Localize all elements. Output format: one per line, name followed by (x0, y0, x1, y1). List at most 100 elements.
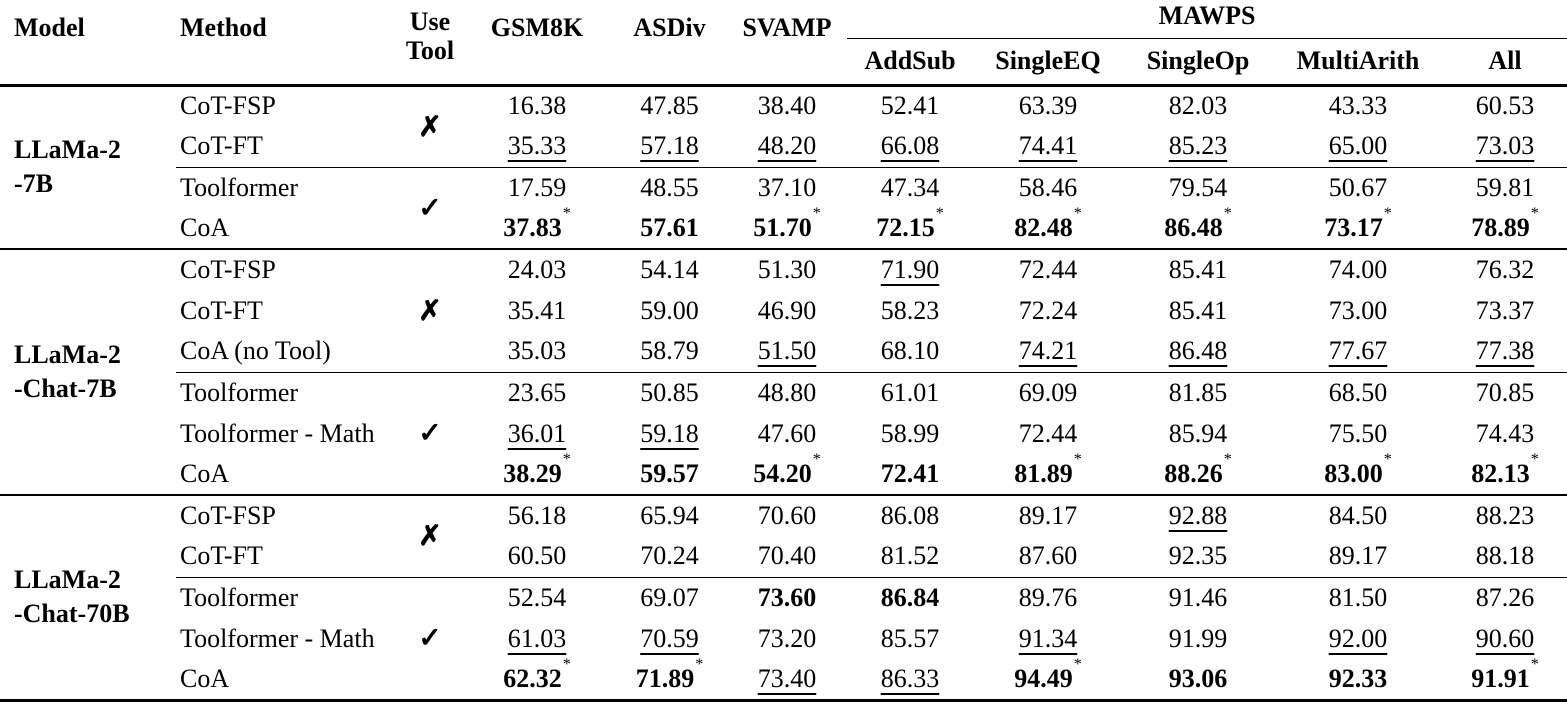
score-cell: 52.41 (847, 85, 973, 126)
score-value: 35.03 (507, 336, 567, 366)
col-header-gsm8k: GSM8K (462, 0, 612, 87)
score-cell: 86.33 (847, 659, 973, 701)
score-cell: 38.40 (727, 85, 847, 126)
score-value: 94.49 (1014, 663, 1073, 693)
score-cell: 59.18 (612, 413, 727, 454)
score-cell: 77.38 (1443, 331, 1567, 373)
score-cell: 82.13* (1443, 452, 1567, 496)
score-cell: 57.61 (612, 208, 727, 250)
score-cell: 84.50 (1273, 495, 1443, 536)
score-cell: 37.10 (727, 167, 847, 208)
score-value: 54.14 (640, 255, 699, 284)
table-row: CoA 62.32* 71.89* 73.40 86.33 94.49* 93.06 92.3… (0, 656, 1567, 701)
score-value: 69.09 (1018, 377, 1078, 407)
score-value: 75.50 (1328, 418, 1388, 448)
col-header-all: All (1443, 38, 1567, 87)
score-value: 35.41 (507, 295, 567, 325)
score-cell: 73.60 (727, 577, 847, 618)
score-value: 91.34 (1018, 623, 1078, 653)
score-value: 77.38 (1475, 336, 1535, 366)
score-cell: 58.99 (847, 413, 973, 454)
score-value: 24.03 (507, 255, 567, 284)
score-cell: 73.40 (727, 659, 847, 701)
score-value: 57.61 (640, 213, 699, 242)
score-cell: 81.85 (1123, 372, 1273, 413)
score-cell: 48.55 (612, 167, 727, 208)
score-value: 91.46 (1168, 582, 1228, 612)
col-header-use-tool: Use Tool (398, 0, 462, 87)
score-cell: 60.50 (462, 536, 612, 578)
score-cell: 86.48* (1123, 206, 1273, 250)
score-cell: 62.32* (462, 656, 612, 701)
score-value: 74.21 (1018, 336, 1078, 366)
score-value: 86.33 (880, 663, 940, 693)
score-cell: 74.43 (1443, 413, 1567, 454)
table-row: Toolformer ✓ 23.65 50.85 48.80 61.01 69.09 81.8… (0, 372, 1567, 496)
significance-star: * (812, 451, 821, 469)
score-value: 69.07 (640, 582, 699, 612)
score-cell: 75.50 (1273, 413, 1443, 454)
score-value: 47.60 (757, 418, 817, 448)
score-cell: 58.46 (973, 167, 1123, 208)
method-cell: CoT-FSP (180, 501, 276, 530)
table-row: CoA 38.29* 59.57 54.20* 72.41 81.89* 88.26* 83.… (0, 451, 1567, 496)
score-value: 74.00 (1328, 255, 1388, 284)
score-cell: 57.18 (612, 126, 727, 168)
score-cell: 73.20 (727, 618, 847, 659)
score-value: 60.53 (1475, 91, 1535, 121)
score-cell: 74.00 (1273, 249, 1443, 290)
score-value: 91.91 (1471, 663, 1530, 693)
significance-star: * (562, 656, 571, 674)
score-cell: 35.03 (462, 331, 612, 373)
score-cell: 76.32 (1443, 249, 1567, 290)
score-value: 82.48 (1014, 213, 1073, 242)
score-value: 48.80 (757, 377, 817, 407)
significance-star: * (812, 205, 821, 223)
score-value: 38.40 (757, 91, 817, 121)
score-value: 78.89 (1471, 213, 1530, 242)
score-value: 81.50 (1328, 582, 1388, 612)
score-cell: 78.89* (1443, 205, 1567, 250)
score-cell: 94.49* (973, 656, 1123, 701)
score-cell: 50.67 (1273, 167, 1443, 208)
score-cell: 85.94 (1123, 413, 1273, 454)
score-cell: 47.34 (847, 167, 973, 208)
table-row: LLaMa-2 -Chat-70B CoT-FSP ✗ 56.18 65.94 70.60 8… (0, 495, 1567, 701)
score-cell: 23.65 (462, 372, 612, 413)
score-cell: 88.23 (1443, 495, 1567, 536)
score-value: 86.48 (1168, 336, 1228, 366)
score-cell: 50.85 (612, 372, 727, 413)
significance-star: * (695, 656, 704, 674)
significance-star: * (1530, 205, 1539, 223)
score-value: 59.18 (640, 418, 699, 448)
score-value: 92.88 (1168, 501, 1228, 530)
score-cell: 82.03 (1123, 85, 1273, 126)
col-header-svamp: SVAMP (727, 0, 847, 87)
score-value: 79.54 (1168, 172, 1228, 202)
score-cell: 89.17 (973, 495, 1123, 536)
score-cell: 73.37 (1443, 290, 1567, 331)
score-value: 47.85 (640, 91, 699, 121)
score-value: 81.85 (1168, 377, 1228, 407)
table-row: LLaMa-2 -7B CoT-FSP ✗ 16.38 47.85 38.40 52.41 63… (0, 85, 1567, 250)
score-value: 38.29 (503, 459, 562, 488)
score-cell: 81.50 (1273, 577, 1443, 618)
method-cell: CoT-FT (176, 536, 398, 578)
score-cell: 56.18 (462, 495, 612, 536)
score-cell: 46.90 (727, 290, 847, 331)
score-value: 88.23 (1475, 501, 1535, 530)
score-value: 52.41 (880, 91, 940, 121)
score-cell: 65.00 (1273, 126, 1443, 168)
score-value: 72.44 (1018, 255, 1078, 284)
score-value: 48.55 (640, 172, 699, 202)
score-value: 73.20 (757, 623, 817, 653)
table-row: Toolformer - Math 61.03 70.59 73.20 85.57 91.… (0, 618, 1567, 659)
score-cell: 91.99 (1123, 618, 1273, 659)
score-cell: 69.07 (612, 577, 727, 618)
col-header-singleop: SingleOp (1123, 38, 1273, 87)
score-value: 87.26 (1475, 582, 1535, 612)
score-cell: 16.38 (462, 85, 612, 126)
score-value: 86.84 (880, 582, 940, 612)
score-cell: 81.52 (847, 536, 973, 578)
